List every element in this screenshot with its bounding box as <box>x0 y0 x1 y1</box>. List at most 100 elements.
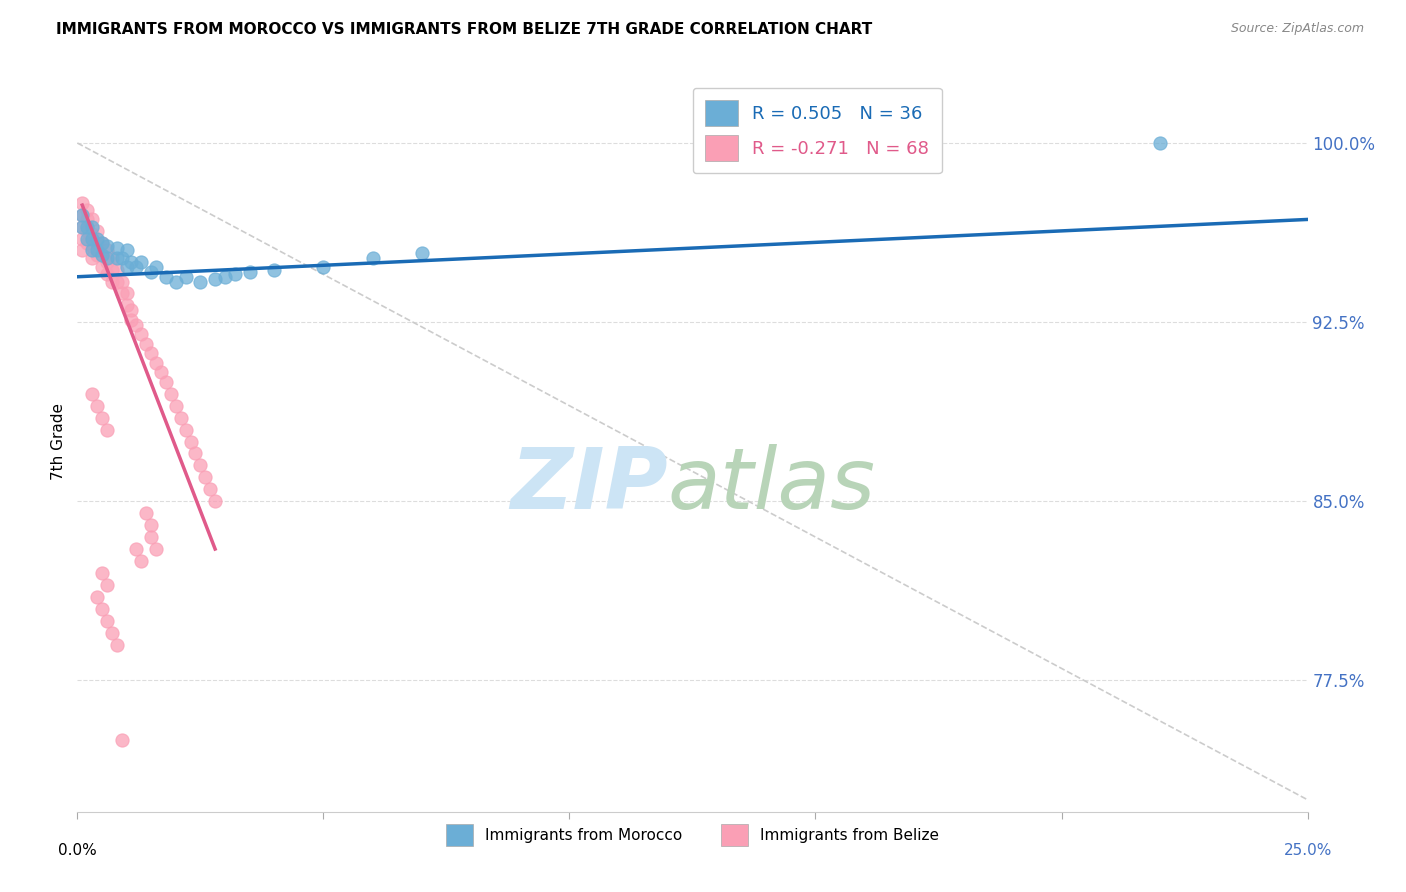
Point <box>188 458 212 473</box>
Point <box>200 483 222 497</box>
Point <box>141 530 163 544</box>
Point <box>145 356 167 370</box>
Point <box>101 625 124 640</box>
Point <box>76 219 98 234</box>
Point <box>135 506 157 520</box>
Point <box>76 224 98 238</box>
Point <box>70 244 93 258</box>
Point <box>115 286 138 301</box>
Point <box>184 446 207 460</box>
Point <box>105 262 128 277</box>
Point <box>155 269 177 284</box>
Point <box>165 399 187 413</box>
Point <box>90 601 114 615</box>
Point <box>96 238 118 252</box>
Point <box>96 244 118 258</box>
Point <box>204 494 226 508</box>
Text: 25.0%: 25.0% <box>1284 843 1331 858</box>
Point <box>239 265 262 279</box>
Point <box>96 251 118 265</box>
Point <box>263 262 285 277</box>
Point <box>170 410 193 425</box>
Point <box>194 470 217 484</box>
Point <box>82 386 104 401</box>
Point <box>86 399 108 413</box>
Text: Source: ZipAtlas.com: Source: ZipAtlas.com <box>1230 22 1364 36</box>
Y-axis label: 7th Grade: 7th Grade <box>51 403 66 480</box>
Point <box>101 275 124 289</box>
Point <box>129 554 153 568</box>
Text: ZIP: ZIP <box>510 444 668 527</box>
Point <box>96 255 118 269</box>
Point <box>105 251 128 265</box>
Point <box>70 208 93 222</box>
Point <box>174 423 197 437</box>
Point <box>76 212 98 227</box>
Point <box>90 566 114 580</box>
Point <box>96 268 118 282</box>
Point <box>82 231 104 245</box>
Point <box>165 275 187 289</box>
Point <box>76 202 98 217</box>
Point <box>96 578 118 592</box>
Point <box>121 312 143 326</box>
Point <box>96 423 118 437</box>
Point <box>90 260 114 275</box>
Point <box>82 219 104 234</box>
Point <box>188 275 212 289</box>
Point <box>70 195 93 210</box>
Point <box>129 327 153 342</box>
Point <box>76 231 98 245</box>
Point <box>96 614 118 628</box>
Point <box>90 248 114 262</box>
Point <box>76 236 98 251</box>
Point <box>111 286 132 301</box>
Text: 0.0%: 0.0% <box>58 843 97 858</box>
Point <box>145 260 167 275</box>
Point <box>361 251 384 265</box>
Point <box>160 386 183 401</box>
Point <box>82 244 104 258</box>
Point <box>86 248 108 262</box>
Point <box>141 346 163 360</box>
Text: IMMIGRANTS FROM MOROCCO VS IMMIGRANTS FROM BELIZE 7TH GRADE CORRELATION CHART: IMMIGRANTS FROM MOROCCO VS IMMIGRANTS FR… <box>56 22 873 37</box>
Point <box>125 318 148 332</box>
Point <box>70 219 93 234</box>
Point <box>86 590 108 604</box>
Point <box>70 208 93 222</box>
Point <box>141 518 163 533</box>
Point <box>145 541 167 556</box>
Point <box>70 219 93 234</box>
Point <box>411 245 433 260</box>
Point <box>214 269 236 284</box>
Point <box>90 410 114 425</box>
Point <box>125 541 148 556</box>
Point <box>204 272 226 286</box>
Point <box>90 236 114 251</box>
Point <box>82 227 104 241</box>
Point <box>105 275 128 289</box>
Point <box>150 365 173 379</box>
Point <box>111 251 132 265</box>
Point <box>174 269 197 284</box>
Legend: Immigrants from Morocco, Immigrants from Belize: Immigrants from Morocco, Immigrants from… <box>440 818 945 852</box>
Point <box>121 303 143 318</box>
Point <box>90 236 114 251</box>
Point <box>111 733 132 747</box>
Text: atlas: atlas <box>668 444 876 527</box>
Point <box>155 375 177 389</box>
Point <box>86 231 108 245</box>
Point <box>86 224 108 238</box>
Point <box>82 212 104 227</box>
Point <box>115 260 138 275</box>
Point <box>101 251 124 265</box>
Point <box>82 238 104 252</box>
Point <box>180 434 202 449</box>
Point <box>121 255 143 269</box>
Point <box>90 248 114 262</box>
Point <box>129 255 153 269</box>
Point <box>70 231 93 245</box>
Point <box>1149 136 1171 150</box>
Point <box>111 275 132 289</box>
Point <box>105 638 128 652</box>
